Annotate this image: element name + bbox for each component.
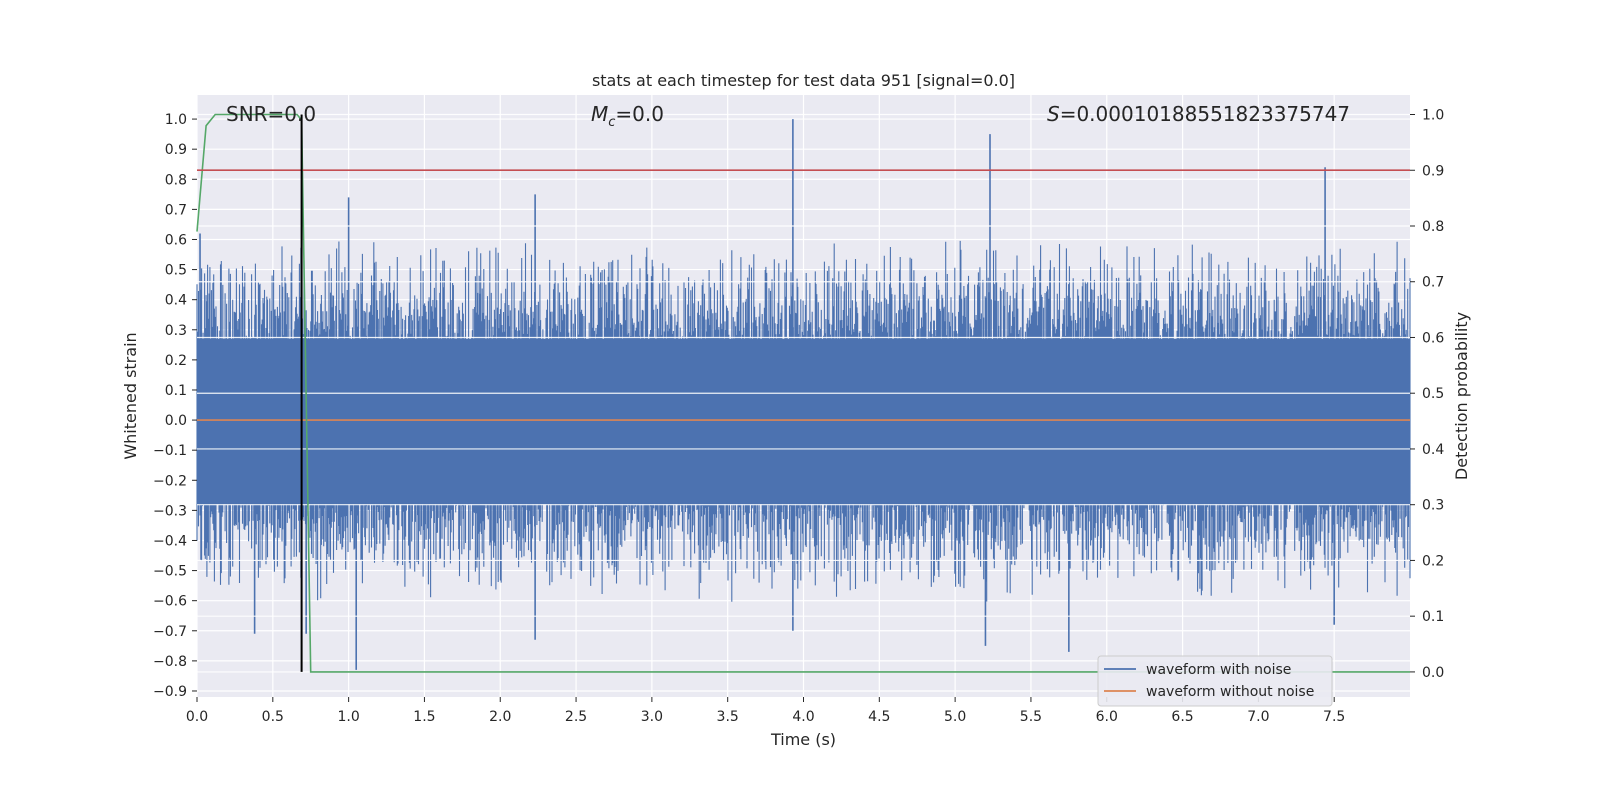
x-tick-label: 3.0 <box>641 709 663 725</box>
y-left-tick-label: −0.1 <box>153 443 187 459</box>
x-tick-label: 5.5 <box>1020 709 1042 725</box>
y-left-tick-label: −0.4 <box>153 533 187 549</box>
annotation-s-value: =0.00010188551823375747 <box>1060 102 1350 126</box>
annotation-chirp-mass: Mc=0.0 <box>591 102 664 130</box>
y-right-tick-label: 1.0 <box>1422 108 1444 124</box>
y-right-tick-label: 0.9 <box>1422 163 1444 179</box>
x-tick-label: 7.5 <box>1323 709 1345 725</box>
legend-entry-waveform-with-noise: waveform with noise <box>1146 662 1291 678</box>
series-lines <box>196 113 1410 673</box>
y-left-tick-label: −0.5 <box>153 564 187 580</box>
y-right-tick-label: 0.7 <box>1422 275 1444 291</box>
y-axis-left-label: Whitened strain <box>121 332 140 459</box>
y-left-tick-label: 1.0 <box>165 112 187 128</box>
x-tick-label: 2.0 <box>489 709 511 725</box>
y-left-tick-label: 0.6 <box>165 232 187 248</box>
noise-waveform-core <box>197 338 1410 505</box>
y-left-tick-label: 0.3 <box>165 323 187 339</box>
x-tick-label: 7.0 <box>1247 709 1269 725</box>
legend-entry-waveform-without-noise: waveform without noise <box>1146 684 1314 700</box>
x-tick-label: 2.5 <box>565 709 587 725</box>
annotation-mc-subscript: c <box>608 115 615 130</box>
y-left-tick-label: −0.2 <box>153 473 187 489</box>
x-tick-label: 1.5 <box>413 709 435 725</box>
annotation-mc-value: =0.0 <box>615 102 664 126</box>
y-left-tick-label: 0.0 <box>165 413 187 429</box>
y-right-tick-label: 0.2 <box>1422 553 1444 569</box>
y-left-tick-label: −0.8 <box>153 654 187 670</box>
x-tick-label: 6.5 <box>1171 709 1193 725</box>
x-tick-label: 1.0 <box>337 709 359 725</box>
y-left-tick-label: −0.9 <box>153 684 187 700</box>
y-left-tick-label: −0.6 <box>153 594 187 610</box>
y-right-tick-label: 0.4 <box>1422 442 1444 458</box>
y-left-tick-label: 0.4 <box>165 293 187 309</box>
y-right-tick-label: 0.5 <box>1422 386 1444 402</box>
axis-ticks: 0.0 0.5 1.0 1.5 2.0 2.5 3.0 3.5 4.0 4.5 5.0 5.5 6.0 6… <box>153 108 1444 725</box>
x-tick-label: 0.5 <box>262 709 284 725</box>
y-right-tick-label: 0.3 <box>1422 498 1444 514</box>
annotation-s-symbol: S <box>1047 102 1060 126</box>
series-detection-probability <box>196 113 1410 673</box>
y-left-tick-label: 0.2 <box>165 353 187 369</box>
y-right-tick-label: 0.1 <box>1422 609 1444 625</box>
x-axis-label: Time (s) <box>770 730 836 749</box>
y-left-tick-label: 0.7 <box>165 202 187 218</box>
annotation-snr: SNR=0.0 <box>226 102 316 126</box>
y-right-tick-label: 0.8 <box>1422 219 1444 235</box>
x-tick-label: 6.0 <box>1096 709 1118 725</box>
chart-title: stats at each timestep for test data 951… <box>592 71 1015 90</box>
x-tick-label: 0.0 <box>186 709 208 725</box>
y-right-tick-label: 0.6 <box>1422 330 1444 346</box>
x-tick-label: 4.0 <box>792 709 814 725</box>
x-tick-label: 5.0 <box>944 709 966 725</box>
x-tick-label: 3.5 <box>717 709 739 725</box>
y-left-tick-label: −0.7 <box>153 624 187 640</box>
legend-box <box>1097 655 1333 707</box>
y-left-tick-label: 0.9 <box>165 142 187 158</box>
annotation-score: S=0.00010188551823375747 <box>1047 102 1350 126</box>
annotation-mc-symbol: M <box>591 102 608 126</box>
y-left-tick-label: 0.8 <box>165 172 187 188</box>
y-axis-right-label: Detection probability <box>1452 312 1471 480</box>
y-left-tick-label: −0.3 <box>153 503 187 519</box>
y-left-tick-label: 0.5 <box>165 263 187 279</box>
x-tick-label: 4.5 <box>868 709 890 725</box>
y-left-tick-label: 0.1 <box>165 383 187 399</box>
y-right-tick-label: 0.0 <box>1422 665 1444 681</box>
legend: waveform with noise waveform without noi… <box>1097 655 1333 707</box>
